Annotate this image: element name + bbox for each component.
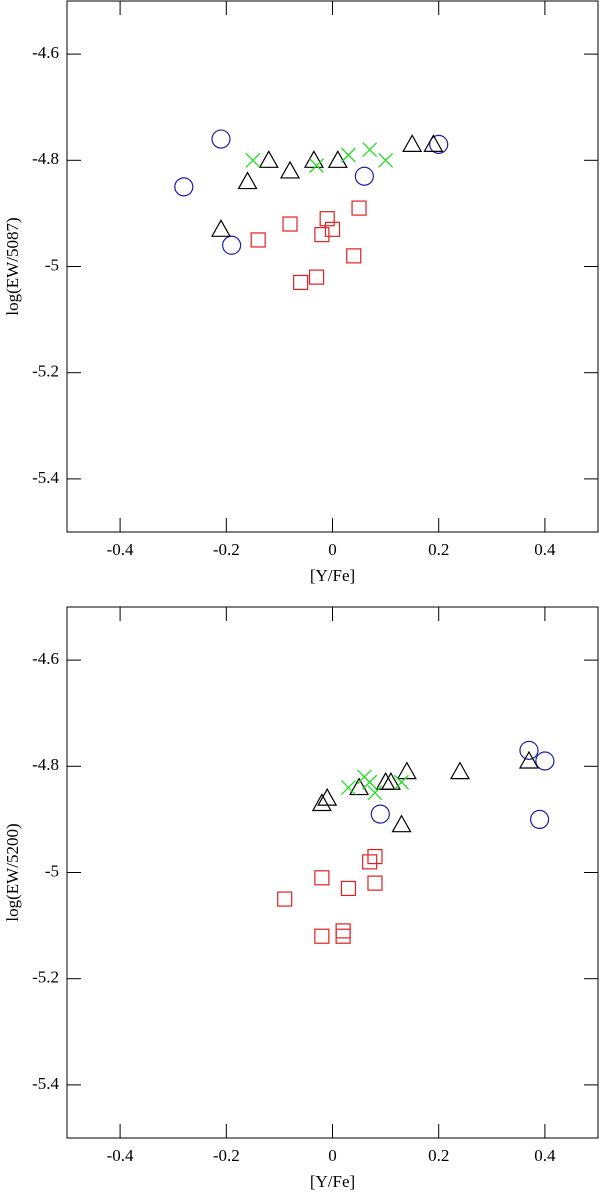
triangle-marker [402, 134, 423, 152]
cross-marker [340, 780, 356, 795]
y-tick-label: -4.8 [32, 149, 59, 168]
x-tick-label: -0.4 [107, 540, 134, 559]
x-tick-label: 0.4 [534, 1146, 556, 1165]
triangle-marker [311, 793, 332, 812]
square-marker [362, 854, 378, 870]
square-marker [250, 232, 266, 248]
square-marker [314, 928, 330, 944]
circle-marker [174, 177, 194, 197]
triangle-marker [279, 160, 301, 179]
cross-marker [245, 152, 261, 168]
y-axis-label: log(EW/5087) [3, 217, 22, 315]
circle-marker [354, 166, 374, 186]
triangle-marker [449, 761, 470, 780]
square-marker [351, 200, 367, 216]
square-marker [277, 891, 293, 907]
y-tick-label: -4.8 [32, 755, 59, 774]
plot-frame [66, 0, 599, 533]
triangle-marker [423, 134, 444, 152]
square-marker [293, 274, 309, 291]
square-marker [319, 211, 335, 227]
triangle-marker [258, 150, 279, 168]
circle-marker [211, 129, 231, 149]
y-tick-label: -5 [45, 255, 59, 274]
triangle-marker [237, 171, 258, 190]
triangle-marker [518, 750, 539, 769]
square-marker [314, 227, 330, 243]
cross-marker [367, 785, 383, 801]
plot-frame [66, 606, 599, 1139]
x-axis-label: [Y/Fe] [310, 566, 355, 585]
triangle-marker [317, 787, 338, 806]
cross-marker [309, 158, 325, 174]
circle-marker [429, 134, 449, 154]
x-tick-label: -0.2 [213, 540, 240, 559]
triangle-marker [391, 814, 412, 833]
y-tick-label: -5.4 [32, 1074, 59, 1093]
triangle-marker [380, 772, 401, 790]
square-marker [324, 221, 341, 237]
x-tick-label: 0.2 [428, 1146, 449, 1165]
cross-marker [394, 774, 409, 790]
x-tick-label: 0.2 [428, 540, 449, 559]
circle-marker [370, 804, 390, 824]
square-marker [282, 216, 298, 232]
x-tick-label: -0.2 [213, 1146, 240, 1165]
square-marker [340, 880, 357, 897]
y-tick-label: -5 [45, 861, 59, 880]
square-marker [308, 269, 325, 285]
square-marker [314, 870, 330, 886]
triangle-marker [396, 761, 417, 780]
cross-marker [362, 142, 378, 158]
square-marker [335, 928, 351, 944]
triangle-marker [349, 777, 370, 796]
circle-marker [529, 809, 550, 830]
square-marker [367, 848, 383, 865]
triangle-marker [210, 219, 232, 237]
cross-marker [340, 147, 356, 163]
circle-marker [222, 235, 242, 255]
square-marker [367, 875, 383, 891]
y-tick-label: -5.2 [32, 968, 59, 987]
x-tick-label: -0.4 [107, 1146, 134, 1165]
square-marker [335, 923, 351, 939]
cross-marker [378, 152, 394, 168]
x-axis-label: [Y/Fe] [310, 1172, 355, 1191]
square-marker [346, 248, 362, 264]
x-tick-label: 0 [328, 540, 337, 559]
cross-marker [362, 774, 378, 790]
triangle-marker [327, 150, 348, 168]
y-axis-label: log(EW/5200) [3, 823, 22, 921]
y-tick-label: -5.2 [32, 362, 59, 381]
x-tick-label: 0 [328, 1146, 337, 1165]
circle-marker [519, 740, 539, 760]
triangle-marker [303, 150, 324, 168]
y-tick-label: -5.4 [32, 468, 59, 487]
y-tick-label: -4.6 [32, 43, 59, 62]
x-tick-label: 0.4 [534, 540, 556, 559]
circle-marker [535, 751, 555, 771]
y-tick-label: -4.6 [32, 649, 59, 668]
